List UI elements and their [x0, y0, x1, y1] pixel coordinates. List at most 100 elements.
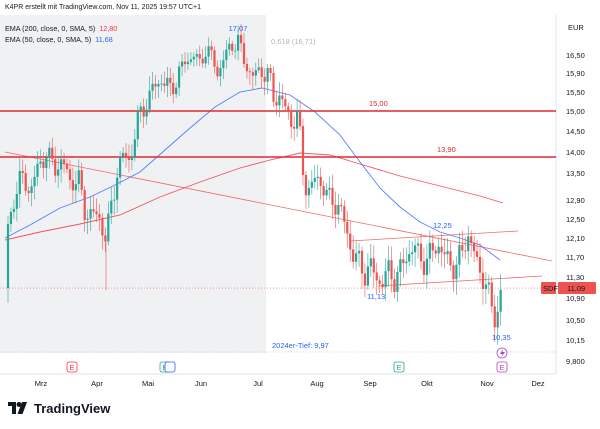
candle-body	[363, 273, 367, 286]
candle-body	[124, 152, 128, 157]
year-low-label: 2024er-Tief: 9,97	[272, 341, 329, 350]
descending-trendline	[4, 151, 553, 262]
indicator-ema200[interactable]: EMA (200, close, 0, SMA, 5) 12,80	[5, 24, 117, 33]
candle-body	[192, 56, 195, 60]
candle-body	[499, 289, 502, 312]
candle-body	[213, 50, 216, 67]
candle-body	[178, 66, 181, 88]
candle-body	[175, 87, 178, 95]
price-tick-label: 10,50	[566, 316, 585, 325]
candle-body	[390, 260, 393, 280]
candle-body	[473, 242, 476, 252]
candle-body	[263, 76, 266, 82]
candle-body	[360, 250, 364, 274]
price-tick-label: 11,70	[566, 253, 584, 262]
price-tick-label: 14,50	[566, 127, 585, 136]
candle-body	[204, 56, 207, 64]
candle-body	[148, 90, 151, 110]
candle-body	[298, 110, 302, 127]
price-tick-label: 9,800	[566, 357, 585, 366]
candle-body	[113, 199, 116, 201]
candle-body	[201, 58, 204, 64]
candle-body	[310, 181, 313, 188]
indicator-ema200-value: 12,80	[99, 24, 118, 33]
time-tick-label: Sep	[363, 379, 376, 388]
price-tick-label: 15,90	[566, 69, 585, 78]
candle-body	[337, 204, 340, 215]
time-tick-label: Okt	[421, 379, 434, 388]
candle-body	[272, 72, 275, 102]
candle-body	[62, 159, 66, 164]
candle-body	[266, 67, 269, 82]
candle-body	[478, 256, 482, 273]
candle-body	[440, 246, 443, 253]
candle-body	[414, 245, 417, 253]
time-tick-label: Dez	[531, 379, 545, 388]
earnings-event-label: E	[499, 363, 504, 372]
range-low-label: 11,13	[367, 292, 385, 301]
candle-body	[54, 159, 57, 176]
candle-body	[234, 50, 237, 52]
symbol-tag	[541, 282, 556, 295]
candle-body	[422, 261, 426, 275]
candle-body	[89, 209, 92, 219]
candle-body	[322, 186, 325, 196]
candle-body	[346, 221, 349, 234]
candle-body	[101, 217, 104, 236]
price-tick-label: 11,30	[566, 273, 584, 282]
candle-body	[207, 46, 210, 57]
candle-body	[98, 214, 101, 218]
candle-body	[139, 106, 142, 112]
candle-body	[119, 156, 122, 178]
candle-body	[293, 126, 296, 129]
level-upper-label: 15,00	[369, 99, 388, 108]
candle-body	[60, 159, 63, 170]
candle-body	[231, 43, 234, 51]
candle-body	[15, 194, 18, 209]
candle-body	[104, 235, 107, 242]
candle-body	[269, 67, 272, 73]
candle-body	[455, 264, 458, 280]
candle-body	[151, 83, 154, 91]
candle-body	[154, 83, 157, 87]
tradingview-brand[interactable]: TradingView	[8, 401, 110, 416]
candle-body	[92, 209, 95, 212]
candle-body	[493, 306, 496, 328]
candle-body	[287, 106, 290, 113]
candle-body	[349, 233, 352, 250]
candle-body	[340, 204, 343, 207]
candle-body	[127, 156, 131, 160]
candle-body	[331, 187, 334, 206]
candle-body	[325, 189, 328, 196]
price-tick-label: 10,90	[566, 294, 585, 303]
candle-body	[136, 111, 139, 140]
lightning-icon	[500, 349, 505, 358]
symbol-tag-label: SDF	[543, 284, 558, 293]
indicator-ema50[interactable]: EMA (50, close, 0, SMA, 5) 11,68	[5, 35, 113, 44]
candle-body	[490, 282, 493, 307]
candle-body	[24, 173, 27, 191]
candlestick-series	[6, 24, 502, 345]
candle-body	[27, 190, 30, 194]
candle-body	[296, 110, 299, 129]
time-tick-label: Mai	[142, 379, 154, 388]
earnings-event-label: E	[69, 363, 74, 372]
candle-body	[9, 211, 13, 225]
price-tick-label: 12,50	[566, 215, 585, 224]
price-tick-label: 13,50	[566, 169, 585, 178]
candle-body	[419, 243, 423, 262]
high-label: 17,07	[229, 24, 248, 33]
candle-body	[198, 54, 201, 59]
price-tick-label: 12,10	[566, 234, 585, 243]
candle-body	[290, 112, 293, 127]
candle-body	[228, 43, 231, 50]
candle-body	[239, 34, 243, 44]
candle-body	[475, 251, 479, 257]
candle-body	[254, 70, 257, 76]
candle-body	[65, 163, 69, 170]
candle-body	[107, 213, 110, 242]
range-lower-trendline	[377, 275, 543, 287]
candle-body	[461, 244, 464, 251]
ema50-line	[4, 87, 501, 261]
